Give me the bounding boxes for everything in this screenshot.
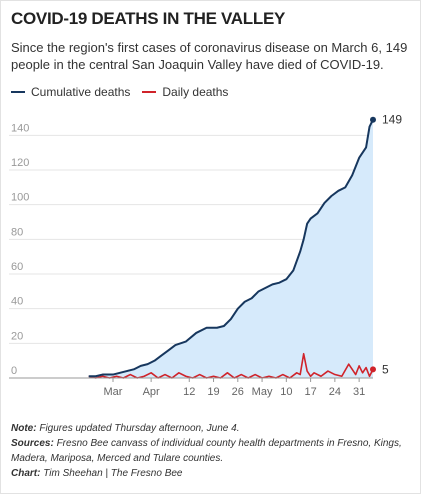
x-tick-label-May: May bbox=[252, 386, 273, 398]
y-tick-label-140: 140 bbox=[11, 122, 29, 134]
daily-end-label: 5 bbox=[382, 362, 389, 376]
x-tick-label-10: 10 bbox=[280, 386, 292, 398]
legend-item-cumulative: Cumulative deaths bbox=[11, 85, 130, 99]
daily-end-marker bbox=[370, 366, 376, 373]
cumulative-area bbox=[88, 119, 373, 378]
end-markers: 149 5 bbox=[370, 113, 402, 376]
x-tick-label-26: 26 bbox=[232, 386, 244, 398]
note-text: Figures updated Thursday afternoon, June… bbox=[39, 423, 240, 434]
sources-label: Sources: bbox=[11, 438, 54, 449]
chart-title: COVID-19 DEATHS IN THE VALLEY bbox=[11, 9, 286, 28]
y-tick-label-80: 80 bbox=[11, 226, 23, 238]
sources-text: Fresno Bee canvass of individual county … bbox=[11, 438, 402, 464]
note-line: Note: Figures updated Thursday afternoon… bbox=[11, 421, 411, 436]
credit-text: Tim Sheehan | The Fresno Bee bbox=[43, 468, 183, 479]
cumulative-end-label: 149 bbox=[382, 113, 402, 127]
footnotes: Note: Figures updated Thursday afternoon… bbox=[11, 421, 411, 481]
x-axis: Mar Apr 12 19 26 May 10 17 24 31 bbox=[9, 377, 373, 398]
y-tick-label-40: 40 bbox=[11, 296, 23, 308]
note-label: Note: bbox=[11, 423, 37, 434]
credit-label: Chart: bbox=[11, 468, 41, 479]
y-tick-label-100: 100 bbox=[11, 192, 29, 204]
x-tick-label-24: 24 bbox=[329, 386, 341, 398]
x-tick-label-12: 12 bbox=[183, 386, 195, 398]
x-tick-label-Mar: Mar bbox=[104, 386, 123, 398]
daily-deaths-line bbox=[88, 352, 374, 379]
x-tick-label-17: 17 bbox=[304, 386, 316, 398]
cumulative-area-fill bbox=[88, 119, 373, 378]
legend-item-daily: Daily deaths bbox=[142, 85, 228, 99]
y-axis-ticks: 0 20 40 60 80 100 120 140 bbox=[11, 122, 29, 377]
cumulative-deaths-line bbox=[88, 119, 374, 378]
legend-swatch-cumulative bbox=[11, 91, 25, 93]
x-tick-label-Apr: Apr bbox=[143, 386, 160, 398]
x-tick-label-31: 31 bbox=[353, 386, 365, 398]
legend-label-daily: Daily deaths bbox=[162, 85, 229, 99]
y-tick-label-0: 0 bbox=[11, 365, 17, 377]
y-tick-label-60: 60 bbox=[11, 261, 23, 273]
legend: Cumulative deaths Daily deaths bbox=[11, 85, 228, 99]
series-lines bbox=[88, 119, 374, 379]
chart-subtitle: Since the region's first cases of corona… bbox=[11, 40, 408, 72]
sources-line: Sources: Fresno Bee canvass of individua… bbox=[11, 436, 411, 466]
cumulative-end-marker bbox=[370, 116, 376, 123]
x-tick-label-19: 19 bbox=[207, 386, 219, 398]
y-tick-label-120: 120 bbox=[11, 157, 29, 169]
legend-swatch-daily bbox=[142, 91, 157, 93]
legend-label-cumulative: Cumulative deaths bbox=[31, 85, 131, 99]
credit-line: Chart: Tim Sheehan | The Fresno Bee bbox=[11, 466, 411, 481]
y-tick-label-20: 20 bbox=[11, 330, 23, 342]
line-chart: 0 20 40 60 80 100 120 140 149 5 Mar Apr 12 19 26 May 1… bbox=[9, 113, 402, 398]
